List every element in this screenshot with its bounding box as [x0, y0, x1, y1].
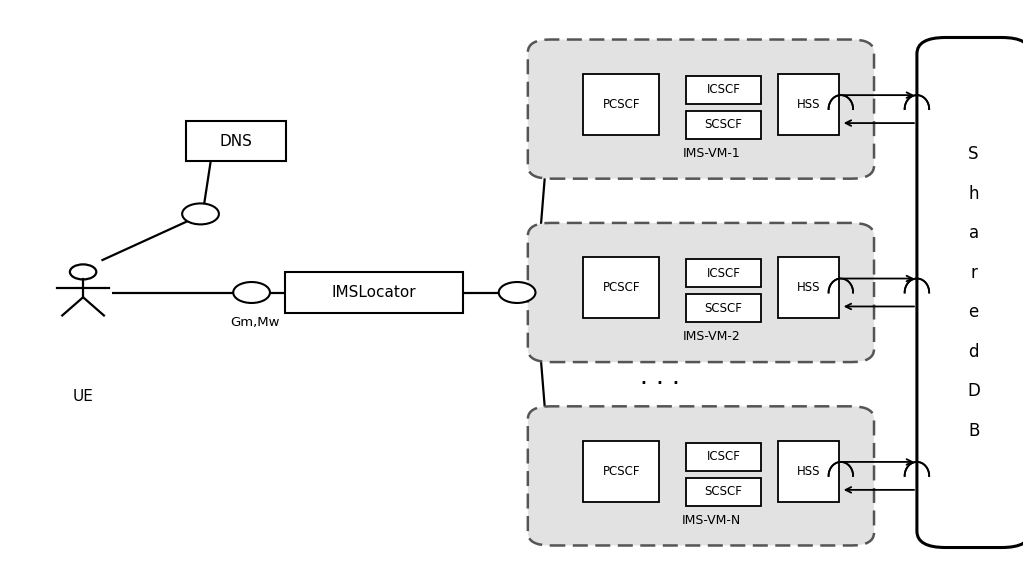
Text: B: B [968, 422, 979, 440]
Text: D: D [967, 383, 980, 401]
Text: IMS-VM-N: IMS-VM-N [682, 514, 740, 527]
Text: UE: UE [73, 388, 93, 404]
Text: HSS: HSS [797, 464, 820, 478]
Text: ICSCF: ICSCF [707, 450, 740, 463]
FancyBboxPatch shape [686, 294, 761, 322]
FancyBboxPatch shape [584, 257, 659, 318]
Text: S: S [969, 145, 979, 163]
FancyBboxPatch shape [777, 441, 839, 502]
FancyBboxPatch shape [686, 443, 761, 471]
Text: e: e [969, 303, 979, 321]
FancyBboxPatch shape [186, 121, 287, 161]
Text: SCSCF: SCSCF [705, 118, 742, 131]
Text: IMS-VM-1: IMS-VM-1 [682, 147, 740, 160]
FancyBboxPatch shape [686, 259, 761, 287]
Circle shape [182, 204, 219, 225]
Text: SCSCF: SCSCF [705, 485, 742, 498]
Text: PCSCF: PCSCF [602, 464, 640, 478]
Text: ICSCF: ICSCF [707, 267, 740, 280]
Circle shape [233, 282, 270, 303]
Text: IMS-VM-2: IMS-VM-2 [682, 331, 740, 343]
Text: PCSCF: PCSCF [602, 98, 640, 111]
Text: HSS: HSS [797, 281, 820, 294]
FancyBboxPatch shape [686, 477, 761, 505]
FancyBboxPatch shape [777, 74, 839, 135]
Circle shape [499, 282, 536, 303]
FancyBboxPatch shape [584, 74, 659, 135]
Text: a: a [969, 224, 979, 242]
FancyBboxPatch shape [527, 223, 874, 362]
Circle shape [70, 264, 96, 280]
FancyBboxPatch shape [285, 272, 464, 313]
FancyBboxPatch shape [584, 441, 659, 502]
FancyBboxPatch shape [527, 40, 874, 178]
Text: SCSCF: SCSCF [705, 302, 742, 315]
FancyBboxPatch shape [686, 111, 761, 139]
Text: r: r [970, 264, 977, 282]
Text: Gm,Mw: Gm,Mw [230, 316, 280, 329]
Text: · · ·: · · · [640, 372, 680, 396]
Text: DNS: DNS [220, 133, 253, 149]
Text: d: d [969, 343, 979, 361]
FancyBboxPatch shape [527, 407, 874, 545]
FancyBboxPatch shape [777, 257, 839, 318]
FancyBboxPatch shape [686, 76, 761, 104]
Text: ICSCF: ICSCF [707, 84, 740, 97]
Text: h: h [969, 184, 979, 202]
Text: HSS: HSS [797, 98, 820, 111]
FancyBboxPatch shape [916, 37, 1024, 548]
Text: IMSLocator: IMSLocator [332, 285, 417, 300]
Text: PCSCF: PCSCF [602, 281, 640, 294]
